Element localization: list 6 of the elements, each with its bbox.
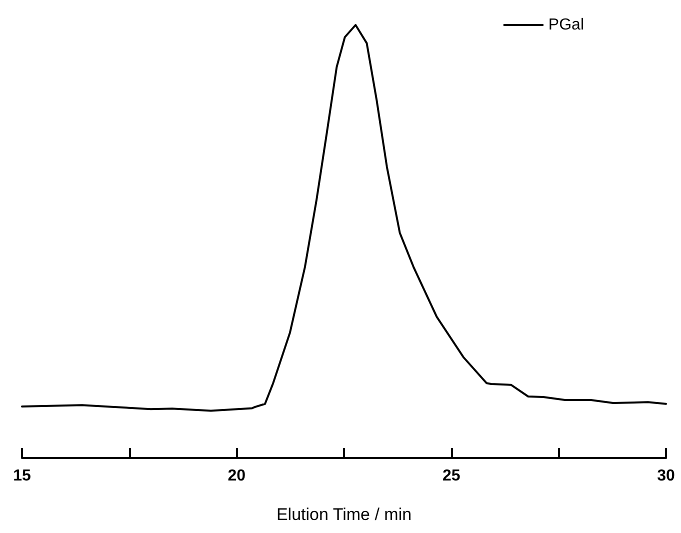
x-axis-title: Elution Time / min: [276, 505, 412, 524]
x-tick-label: 25: [442, 468, 460, 484]
x-tick-label: 15: [13, 468, 31, 484]
x-tick-label: 30: [657, 468, 675, 484]
legend-label: PGal: [548, 16, 584, 34]
x-tick-label: 20: [228, 468, 246, 484]
